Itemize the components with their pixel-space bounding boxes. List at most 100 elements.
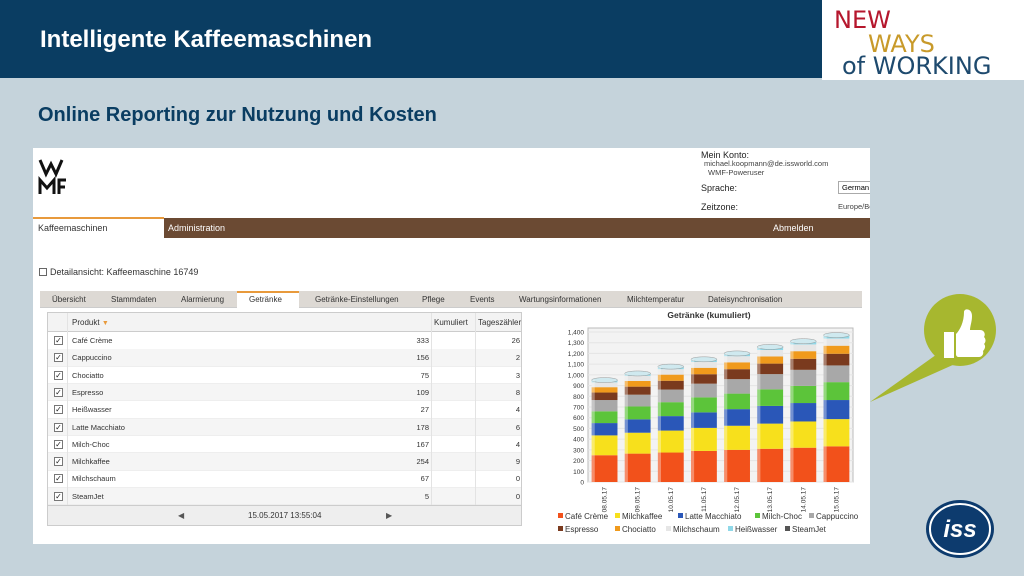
language-select[interactable]: German <box>838 181 870 194</box>
timezone-value[interactable]: Europe/Be <box>838 202 870 211</box>
row-checkbox[interactable]: ✓ <box>54 474 63 484</box>
table-row[interactable]: ✓ SteamJet 5 0 <box>48 487 521 506</box>
bar-cap <box>657 363 684 370</box>
bar-segment <box>691 427 717 451</box>
table-row[interactable]: ✓ Espresso 109 8 <box>48 383 521 402</box>
tab-milchtemperatur[interactable]: Milchtemperatur <box>627 295 685 304</box>
legend-swatch <box>666 526 671 531</box>
product-name: Café Crème <box>72 336 113 345</box>
column-divider <box>431 313 432 505</box>
bar-segment <box>790 421 817 448</box>
bar-cap <box>591 377 618 383</box>
bar-segment <box>624 406 651 420</box>
bar-segment <box>691 367 717 375</box>
column-header-tageszaehler[interactable]: Tageszähler <box>478 318 522 327</box>
table-row[interactable]: ✓ Heißwasser 27 4 <box>48 401 521 419</box>
logout-button[interactable]: Abmelden <box>773 223 814 233</box>
cumulative-count: 333 <box>416 336 429 345</box>
y-tick-label: 400 <box>573 437 584 444</box>
row-checkbox[interactable]: ✓ <box>54 336 63 345</box>
bar-segment <box>657 374 684 381</box>
nav-tab-administration[interactable]: Administration <box>168 223 226 233</box>
bar-cap <box>690 356 718 363</box>
table-row[interactable]: ✓ Milchkaffee 254 9 <box>48 453 521 471</box>
drinks-chart: Getränke (kumuliert) 1,400 1,300 1,200 1,100… <box>558 310 859 534</box>
row-checkbox[interactable]: ✓ <box>54 457 63 467</box>
legend-swatch <box>615 526 620 531</box>
tab-uebersicht[interactable]: Übersicht <box>52 295 86 304</box>
bar-segment <box>657 416 684 431</box>
column-header-kumuliert[interactable]: Kumuliert <box>434 318 468 327</box>
bar-segment <box>624 419 651 433</box>
bar-segment <box>757 374 784 390</box>
row-checkbox[interactable]: ✓ <box>54 353 63 363</box>
bar-segment <box>823 353 850 366</box>
row-checkbox[interactable]: ✓ <box>54 405 63 415</box>
cumulative-count: 156 <box>416 353 429 363</box>
row-checkbox[interactable]: ✓ <box>54 439 63 449</box>
tab-alarmierung[interactable]: Alarmierung <box>181 295 225 304</box>
bar-segment <box>657 452 684 482</box>
bar-segment <box>790 351 817 359</box>
bar-segment <box>591 435 618 456</box>
row-checkbox[interactable]: ✓ <box>54 370 63 380</box>
tab-getraenke-einstellungen[interactable]: Getränke-Einstellungen <box>315 295 399 304</box>
table-row[interactable]: ✓ Chociatto 75 3 <box>48 367 521 385</box>
row-checkbox[interactable]: ✓ <box>54 422 63 432</box>
bar-segment <box>657 430 684 453</box>
tab-stammdaten[interactable]: Stammdaten <box>111 295 157 304</box>
detail-title-text: Detailansicht: Kaffeemaschine 16749 <box>50 267 199 277</box>
slide-subtitle: Online Reporting zur Nutzung und Kosten <box>38 104 437 126</box>
x-tick-label: 09.05.17 <box>635 487 642 513</box>
account-email[interactable]: michael.koopmann@de.issworld.com <box>704 159 829 168</box>
bar-segment <box>591 382 618 388</box>
legend-swatch <box>785 526 790 531</box>
y-tick-label: 800 <box>573 394 584 401</box>
bar-segment <box>790 369 817 386</box>
table-row[interactable]: ✓ Latte Macchiato 178 6 <box>48 418 521 436</box>
bar-segment <box>823 419 850 447</box>
bar-segment <box>757 405 784 424</box>
row-checkbox[interactable]: ✓ <box>54 491 63 501</box>
tab-events[interactable]: Events <box>470 295 495 304</box>
column-header-produkt[interactable]: Produkt ▼ <box>72 318 109 327</box>
bar-cap <box>790 338 817 344</box>
daily-count: 0 <box>515 491 520 501</box>
tab-getraenke[interactable]: Getränke <box>237 291 299 308</box>
x-tick-label: 11.05.17 <box>701 487 708 512</box>
row-checkbox[interactable]: ✓ <box>54 387 63 397</box>
sort-down-icon[interactable]: ▼ <box>101 320 109 327</box>
x-tick-label: 10.05.17 <box>668 487 675 513</box>
legend-label: Milch-Choc <box>762 512 802 521</box>
account-role: WMF-Poweruser <box>708 168 765 177</box>
bar-segment <box>823 345 850 354</box>
drinks-table: Produkt ▼ Kumuliert Tageszähler ✓ Café Cr… <box>47 312 522 526</box>
bar-highlight <box>724 353 728 482</box>
table-row[interactable]: ✓ Café Crème 333 26 <box>48 332 521 350</box>
table-row[interactable]: ✓ Milchschaum 67 0 <box>48 470 521 488</box>
legend-label: Cappuccino <box>816 512 859 521</box>
legend-swatch <box>615 513 620 518</box>
daily-count: 3 <box>515 370 520 380</box>
next-page-button[interactable]: ▶ <box>386 511 393 520</box>
bar-segment <box>591 411 618 424</box>
bar-segment <box>790 385 817 404</box>
product-name: Milch-Choc <box>72 439 110 449</box>
bar-segment <box>691 412 717 428</box>
legend-label: SteamJet <box>792 525 827 534</box>
tab-wartungsinformationen[interactable]: Wartungsinformationen <box>519 295 602 304</box>
tab-dateisynchronisation[interactable]: Dateisynchronisation <box>708 295 783 304</box>
table-row[interactable]: ✓ Cappuccino 156 2 <box>48 349 521 367</box>
legend-label: Espresso <box>565 525 599 534</box>
bar-segment <box>757 448 784 482</box>
x-tick-label: 08.05.17 <box>602 487 609 513</box>
bar-segment <box>724 362 750 370</box>
cumulative-count: 27 <box>420 405 429 415</box>
nav-tab-kaffeemaschinen[interactable]: Kaffeemaschinen <box>33 217 164 238</box>
table-row[interactable]: ✓ Milch-Choc 167 4 <box>48 436 521 454</box>
product-name: Milchkaffee <box>72 457 110 467</box>
tab-pflege[interactable]: Pflege <box>422 295 445 304</box>
bar-segment <box>691 397 717 413</box>
prev-page-button[interactable]: ◀ <box>178 511 185 520</box>
bar-segment <box>724 393 750 410</box>
